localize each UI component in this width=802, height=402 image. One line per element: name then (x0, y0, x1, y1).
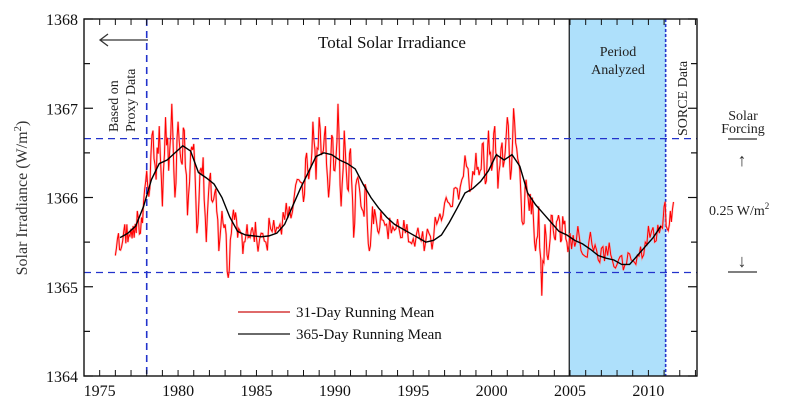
y-axis-label-main: Solar Irradiance (W/m (14, 131, 31, 275)
down-arrow-icon: ↓ (738, 251, 747, 271)
forcing-value-main: 0.25 W/m (709, 204, 765, 219)
shaded-region-layer (568, 19, 666, 376)
y-tick-label: 1364 (46, 369, 78, 386)
forcing-value: 0.25 W/m2 (709, 201, 769, 219)
proxy-label-line1: Based on (107, 80, 122, 132)
x-tick-label: 1995 (397, 383, 429, 400)
solar-forcing-scale: Solar Forcing ↑ 0.25 W/m2 ↓ (709, 109, 769, 273)
proxy-annotation: Based on Proxy Data (98, 33, 148, 132)
y-tick-label: 1367 (46, 101, 78, 118)
series-365day-line (119, 144, 662, 266)
forcing-label-line1: Solar (728, 109, 758, 124)
legend-label-365day: 365-Day Running Mean (296, 327, 442, 343)
proxy-label-line2: Proxy Data (124, 68, 139, 132)
series-31day-line (114, 103, 674, 296)
x-tick-label: 1975 (84, 383, 116, 400)
legend: 31-Day Running Mean 365-Day Running Mean (238, 305, 442, 343)
period-analyzed-region (569, 19, 666, 376)
forcing-label-line2: Forcing (721, 122, 765, 137)
period-analyzed-line2: Analyzed (591, 63, 645, 78)
sorce-data-label: SORCE Data (676, 60, 691, 136)
x-tick-label: 2000 (476, 383, 508, 400)
x-tick-label: 2005 (554, 383, 586, 400)
period-analyzed-line1: Period (600, 45, 637, 60)
up-arrow-icon: ↑ (738, 150, 747, 170)
axes-layer: 1975 1980 1985 1990 1995 2000 2005 2010 1364 1365… (46, 12, 698, 400)
series-layer (114, 103, 675, 296)
x-tick-label: 2010 (632, 383, 664, 400)
reference-lines-layer (84, 19, 697, 376)
left-arrow-icon (98, 33, 109, 47)
forcing-value-sup: 2 (765, 201, 770, 211)
legend-label-31day: 31-Day Running Mean (296, 305, 435, 321)
y-axis-label: Solar Irradiance (W/m2) (12, 121, 31, 276)
y-axis-label-close: ) (14, 121, 31, 126)
y-tick-label: 1368 (46, 12, 78, 29)
x-tick-label: 1980 (162, 383, 194, 400)
y-axis-label-sup: 2 (12, 126, 24, 132)
chart-title: Total Solar Irradiance (318, 33, 466, 52)
x-tick-label: 1990 (319, 383, 351, 400)
y-tick-label: 1366 (46, 191, 78, 208)
y-tick-label: 1365 (46, 280, 78, 297)
x-tick-label: 1985 (240, 383, 272, 400)
